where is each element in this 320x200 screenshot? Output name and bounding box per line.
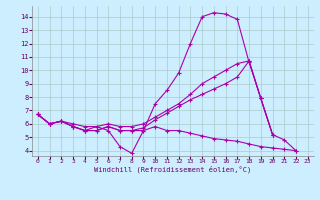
X-axis label: Windchill (Refroidissement éolien,°C): Windchill (Refroidissement éolien,°C) — [94, 166, 252, 173]
